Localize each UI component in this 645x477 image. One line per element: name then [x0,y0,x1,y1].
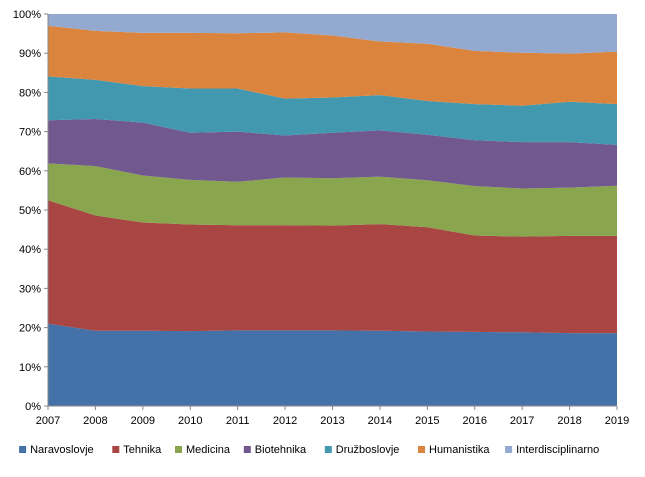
x-tick-label: 2016 [463,415,487,427]
x-tick-label: 2010 [178,415,202,427]
legend-swatch [324,446,332,453]
area-medicina [48,163,617,237]
legend-swatch [243,446,251,453]
area-naravoslovje [48,323,617,406]
x-tick-label: 2017 [510,415,534,427]
y-tick-label: 60% [19,166,41,178]
area-humanistika [48,25,617,106]
legend-swatch [175,446,182,453]
x-tick-label: 2013 [320,415,344,427]
legend-item-dru-boslovje: Družboslovje [324,444,400,456]
x-tick-label: 2015 [415,415,439,427]
legend-swatch [418,446,425,453]
legend: Naravoslovje Tehnika Medicina Biotehnika Dru… [19,444,599,456]
x-tick-label: 2012 [273,415,297,427]
x-tick-label: 2009 [131,415,155,427]
legend-label: Naravoslovje [30,444,94,456]
legend-label: Tehnika [123,444,162,456]
y-tick-label: 50% [19,205,41,217]
legend-label: Medicina [186,444,231,456]
areas-layer [48,14,617,406]
y-tick-label: 40% [19,244,41,256]
y-tick-label: 90% [19,48,41,60]
legend-label: Družboslovje [336,444,400,456]
x-tick-label: 2011 [226,415,250,427]
y-tick-label: 10% [19,362,41,374]
legend-item-biotehnika: Biotehnika [243,444,307,456]
legend-swatch [112,446,120,453]
y-tick-label: 100% [13,9,41,21]
area-interdisciplinarno [48,14,617,54]
legend-item-interdisciplinarno: Interdisciplinarno [505,444,599,456]
y-tick-label: 70% [19,127,41,139]
area-dru-boslovje [48,76,617,145]
legend-item-tehnika: Tehnika [112,444,162,456]
y-tick-label: 30% [19,283,41,295]
legend-item-naravoslovje: Naravoslovje [19,444,94,456]
axes-layer: 0% 10% 20% 30% 40% 50% 60% 70% 80% 90% 100% 2007 200… [13,9,629,427]
area-tehnika [48,200,617,334]
legend-swatch [19,446,27,453]
y-tick-label: 20% [19,323,41,335]
x-tick-label: 2008 [83,415,107,427]
area-biotehnika [48,119,617,189]
legend-label: Humanistika [429,444,490,456]
x-tick-label: 2014 [368,415,392,427]
y-tick-label: 0% [25,401,41,413]
legend-item-humanistika: Humanistika [418,444,490,456]
y-tick-label: 80% [19,87,41,99]
x-tick-label: 2007 [36,415,60,427]
x-tick-label: 2019 [605,415,629,427]
legend-label: Biotehnika [255,444,307,456]
legend-item-medicina: Medicina [175,444,231,456]
x-tick-label: 2018 [557,415,581,427]
legend-label: Interdisciplinarno [516,444,599,456]
legend-swatch [505,446,513,453]
